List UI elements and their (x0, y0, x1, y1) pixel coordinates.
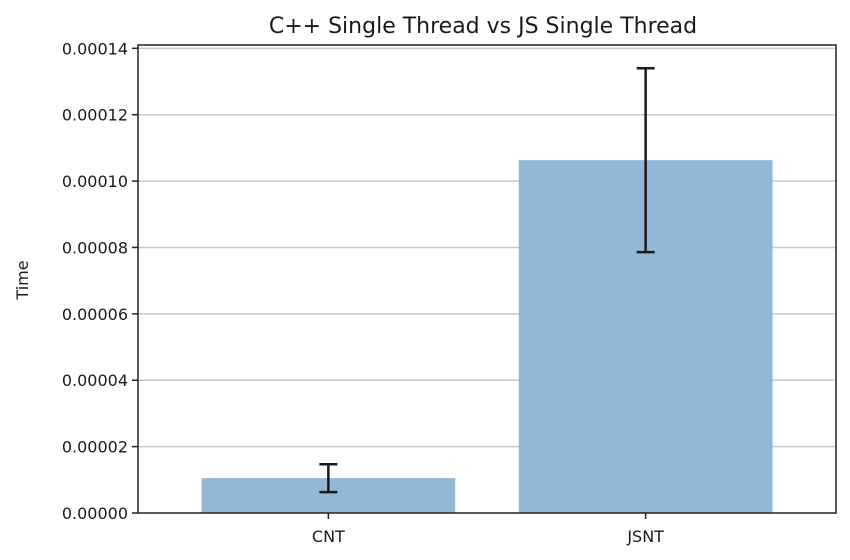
y-tick-label: 0.00014 (62, 39, 128, 58)
y-tick-label: 0.00010 (62, 172, 128, 191)
grid-layer (138, 47, 836, 448)
error-bar-layer (319, 66, 655, 494)
chart-title: C++ Single Thread vs JS Single Thread (269, 14, 697, 39)
y-tick-layer: 0.00000 0.00002 0.00004 0.00006 0.00008 0.000… (62, 39, 138, 523)
plot-frame (137, 44, 837, 514)
y-tick-label: 0.00002 (62, 438, 128, 457)
x-tick-layer: CNT JSNT (312, 513, 664, 546)
y-tick-label: 0.00004 (62, 371, 128, 390)
bar-layer (201, 160, 773, 513)
y-tick-label: 0.00006 (62, 305, 128, 324)
y-tick-label: 0.00012 (62, 106, 128, 125)
x-tick-label: JSNT (626, 527, 664, 546)
x-tick-label: CNT (312, 527, 345, 546)
y-axis-label: Time (13, 260, 32, 300)
y-tick-label: 0.00008 (62, 238, 128, 257)
y-tick-label: 0.00000 (62, 504, 128, 523)
